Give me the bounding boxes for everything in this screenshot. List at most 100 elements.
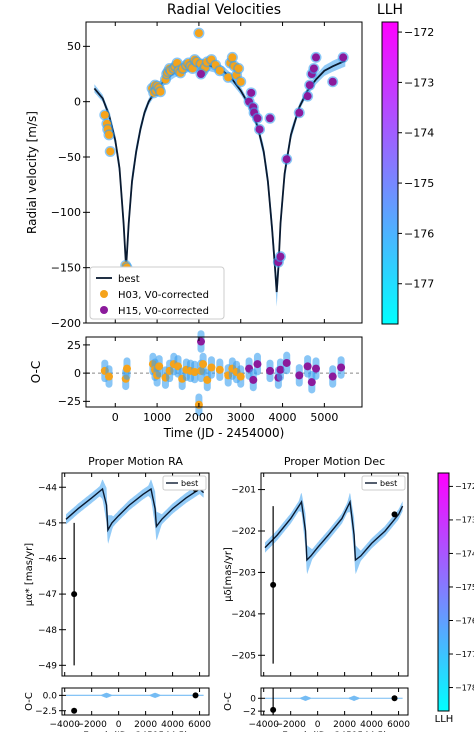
rv-h15-point: [247, 88, 256, 97]
rv-oc-h15-point: [266, 366, 274, 375]
rv-h15-point: [276, 252, 285, 261]
rv-h15-point: [309, 64, 318, 73]
pm-dec-oc-spread: [265, 695, 403, 701]
pm-dec-ylabel: μδ[mas/yr]: [223, 547, 234, 602]
rv-oc-xtick-label: 0: [112, 411, 119, 424]
rv-oc-h03-point: [190, 368, 199, 376]
pm-ra-oc-obs-point: [192, 692, 199, 699]
pm-dec-obs-point: [270, 581, 277, 588]
pm-dec-legend-box: [361, 475, 406, 491]
rv-colorbar-tick-label: −177: [404, 278, 434, 291]
rv-colorbar-tick-label: −175: [404, 177, 434, 190]
rv-oc-h15-point: [282, 358, 291, 367]
rv-oc-h15-point: [312, 364, 320, 373]
rv-colorbar-tick-label: −172: [404, 26, 434, 39]
pm-dec-legend-label: best: [380, 479, 397, 488]
pm-dec-obs-point: [391, 511, 398, 518]
rv-oc-h15-point: [276, 365, 285, 374]
pm-dec-title: Proper Motion Dec: [284, 455, 385, 468]
pm-dec-oc-xtick-label: 6000: [387, 720, 410, 730]
pm-ra-title: Proper Motion RA: [88, 455, 183, 468]
rv-oc-h15-point: [197, 337, 205, 346]
legend-h03-label: H03, V0-corrected: [118, 290, 209, 301]
pm-ra-ytick-label: −46: [38, 555, 57, 565]
rv-oc-xtick-label: 4000: [269, 411, 297, 424]
pm-ra-model-spread: [66, 479, 204, 544]
pm-dec-oc-xtick-label: 2000: [333, 720, 356, 730]
pm-colorbar-tick-label: −173: [455, 516, 474, 525]
rv-h15-point: [303, 92, 312, 101]
rv-h15-point: [295, 108, 304, 117]
pm-colorbar-tick-label: −175: [455, 583, 474, 592]
rv-oc-h15-point: [249, 375, 258, 384]
rv-legend: best H03, V0-corrected H15, V0-corrected: [89, 266, 225, 320]
pm-ra-oc-xtick-label: 4000: [161, 720, 184, 730]
rv-colorbar: −172 −173 −174 −175 −176 −177 LLH: [377, 2, 434, 325]
legend-h03-swatch: [100, 290, 108, 298]
rv-h15-point: [253, 114, 262, 123]
rv-oc-ytick-label: 25: [67, 339, 81, 352]
pm-colorbar-gradient: [437, 472, 450, 712]
rv-ytick-label: −50: [58, 151, 81, 164]
rv-oc-h03-point: [122, 364, 131, 373]
rv-ytick-label: −100: [51, 206, 81, 219]
rv-oc-h15-point: [253, 360, 262, 369]
pm-ra-oc-xtick-label: −4000: [49, 720, 80, 730]
pm-ra-oc-xtick-label: 6000: [188, 720, 211, 730]
rv-colorbar-tick-label: −173: [404, 76, 434, 89]
legend-best-label: best: [118, 274, 140, 285]
pm-dec-panel: Proper Motion Dec μδ[mas/yr] −201 −202 −203 −…: [223, 455, 409, 677]
pm-ra-ylabel: μα* [mas/yr]: [24, 543, 35, 607]
rv-oc-xtick-label: 5000: [310, 411, 338, 424]
rv-frame: [85, 21, 363, 324]
pm-ra-oc-ylabel: O-C: [24, 692, 35, 711]
rv-h03-point: [194, 29, 203, 38]
rv-ytick-label: 50: [67, 40, 81, 53]
pm-ra-oc-xtick-label: −2000: [76, 720, 107, 730]
rv-oc-xtick-label: 1000: [143, 411, 171, 424]
rv-ytick-label: −200: [51, 317, 81, 330]
rv-oc-ylabel: O-C: [29, 361, 43, 384]
pm-dec-oc-ylabel: O-C: [223, 692, 234, 711]
rv-ytick-label: −150: [51, 262, 81, 275]
pm-ra-ytick-label: −49: [38, 661, 57, 671]
pm-colorbar-tick-label: −176: [455, 616, 474, 625]
rv-h15-point: [282, 155, 291, 164]
rv-oc-h03-point: [105, 372, 113, 381]
rv-h15-point: [255, 125, 264, 134]
rv-ytick-label: 0: [74, 96, 81, 109]
rv-oc-h15-point: [303, 362, 312, 371]
pm-ra-oc-spread: [66, 692, 204, 699]
pm-ra-obs-point: [71, 591, 78, 598]
rv-oc-ytick-label: 0: [74, 367, 81, 380]
rv-h03-point: [105, 130, 113, 139]
pm-dec-frame: [260, 472, 409, 677]
rv-h15-point: [197, 70, 205, 79]
rv-oc-panel: 25 0 −25 0 1000 2000 3000 4000 5000 O-C Time (JD -…: [29, 330, 363, 440]
rv-oc-xlabel: Time (JD - 2454000): [163, 426, 285, 440]
rv-oc-h15-point: [337, 363, 346, 372]
pm-colorbar-tick-label: −177: [455, 650, 474, 659]
rv-panel: Radial Velocities Radial velocity [m/s] 50…: [25, 2, 363, 330]
rv-h03-point: [100, 110, 109, 119]
pm-dec-oc-ytick-label: −2: [243, 707, 256, 717]
pm-ra-ytick-label: −47: [38, 590, 57, 600]
pm-dec-ytick-label: −205: [231, 651, 256, 661]
pm-ra-oc-ytick-label: 0.0: [43, 692, 58, 702]
rv-oc-h15-point: [307, 378, 316, 387]
pm-ra-frame: [61, 472, 210, 677]
pm-ra-ytick-label: −45: [38, 519, 57, 529]
rv-oc-ytick-label: −25: [58, 395, 81, 408]
pm-dec-ytick-label: −203: [231, 569, 256, 579]
pm-ra-panel: Proper Motion RA μα* [mas/yr] −44 −45 −46 −47…: [24, 455, 210, 677]
pm-dec-ytick-label: −201: [231, 486, 256, 496]
rv-h15-point: [328, 77, 337, 86]
rv-oc-h03-point: [236, 372, 245, 381]
pm-colorbar-tick-label: −178: [455, 683, 474, 692]
rv-h03-point: [156, 87, 165, 96]
rv-colorbar-gradient: [381, 21, 399, 325]
pm-colorbar-tick-label: −172: [455, 482, 474, 491]
pm-colorbar: −172 −173 −174 −175 −176 −177 −178 LLH: [435, 472, 474, 725]
